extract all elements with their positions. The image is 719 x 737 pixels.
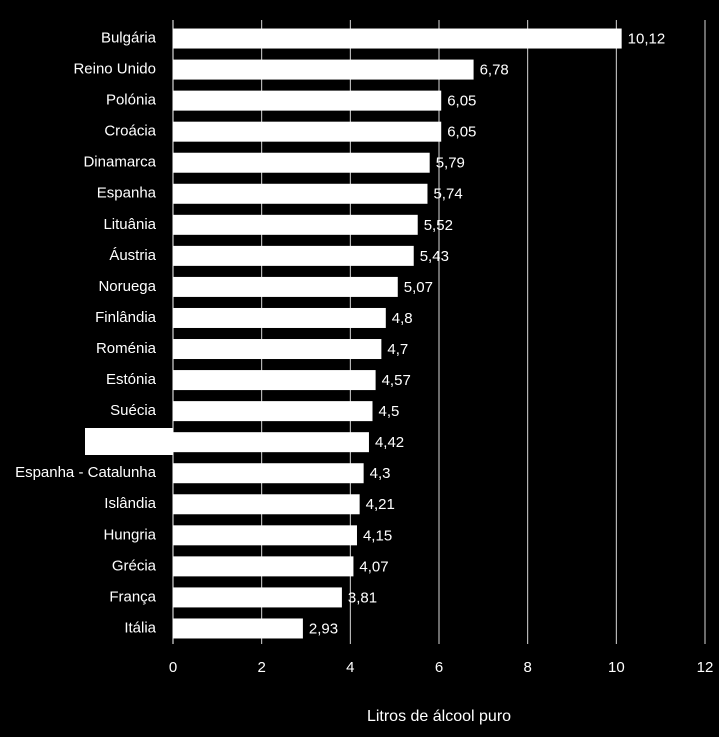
- y-tick-label: Bulgária: [101, 29, 157, 46]
- value-label: 3,81: [348, 589, 377, 606]
- x-tick-label: 2: [257, 659, 265, 676]
- y-tick-label: Roménia: [96, 340, 157, 357]
- y-tick-label: Espanha: [97, 185, 157, 202]
- y-tick-label: Croácia: [104, 123, 156, 140]
- bar: [173, 339, 382, 360]
- x-tick-label: 6: [435, 659, 443, 676]
- value-label: 4,15: [363, 527, 392, 544]
- bar: [173, 90, 442, 111]
- value-label: 4,21: [366, 496, 395, 513]
- y-tick-label: Reino Unido: [73, 61, 156, 78]
- bar: [173, 307, 386, 328]
- value-label: 4,7: [387, 341, 408, 358]
- value-label: 5,74: [433, 186, 462, 203]
- y-tick-label: Espanha - Catalunha: [15, 464, 157, 481]
- y-tick-label: Suécia: [110, 402, 157, 419]
- y-tick-label: Dinamarca: [83, 154, 156, 171]
- value-label: 5,79: [436, 155, 465, 172]
- bar: [173, 463, 364, 484]
- y-tick-label: Noruega: [98, 278, 156, 295]
- value-label: 4,07: [359, 558, 388, 575]
- y-tick-label: Hungria: [103, 526, 156, 543]
- value-label: 2,93: [309, 620, 338, 637]
- value-label: 10,12: [628, 30, 666, 47]
- value-label: 6,78: [480, 62, 509, 79]
- bar: [173, 556, 354, 577]
- value-label: 4,5: [379, 403, 400, 420]
- y-tick-label: Polónia: [106, 92, 157, 109]
- y-tick-label: Itália: [124, 619, 156, 636]
- bar: [173, 152, 430, 173]
- label-cover: [85, 428, 173, 455]
- value-label: 6,05: [447, 124, 476, 141]
- x-tick-label: 8: [523, 659, 531, 676]
- bar: [173, 121, 442, 142]
- bar: [173, 370, 376, 391]
- y-tick-label: Estónia: [106, 371, 157, 388]
- value-label: 5,52: [424, 217, 453, 234]
- x-tick-label: 10: [608, 659, 625, 676]
- value-label: 4,57: [382, 372, 411, 389]
- y-tick-label: Islândia: [104, 495, 156, 512]
- value-label: 5,43: [420, 248, 449, 265]
- value-label: 4,42: [375, 434, 404, 451]
- bar: [173, 618, 303, 639]
- bar: [173, 245, 414, 266]
- bar: [173, 494, 360, 515]
- bar: [173, 183, 428, 204]
- x-tick-label: 0: [169, 659, 177, 676]
- value-label: 6,05: [447, 93, 476, 110]
- y-tick-label: Lituânia: [103, 216, 156, 233]
- bar: [173, 525, 357, 546]
- bar: [173, 28, 622, 49]
- bar: [173, 59, 474, 80]
- y-tick-label: França: [109, 588, 156, 605]
- bar: [173, 214, 418, 235]
- y-tick-label: Finlândia: [95, 309, 157, 326]
- bar: [173, 401, 373, 422]
- y-tick-label: Grécia: [112, 557, 157, 574]
- y-tick-label: Áustria: [109, 247, 156, 264]
- value-label: 5,07: [404, 279, 433, 296]
- bar: [173, 432, 369, 453]
- x-tick-label: 12: [697, 659, 714, 676]
- x-tick-label: 4: [346, 659, 354, 676]
- value-label: 4,8: [392, 310, 413, 327]
- bar: [173, 276, 398, 297]
- value-label: 4,3: [370, 465, 391, 482]
- bar: [173, 587, 342, 608]
- x-axis-title: Litros de álcool puro: [367, 708, 511, 725]
